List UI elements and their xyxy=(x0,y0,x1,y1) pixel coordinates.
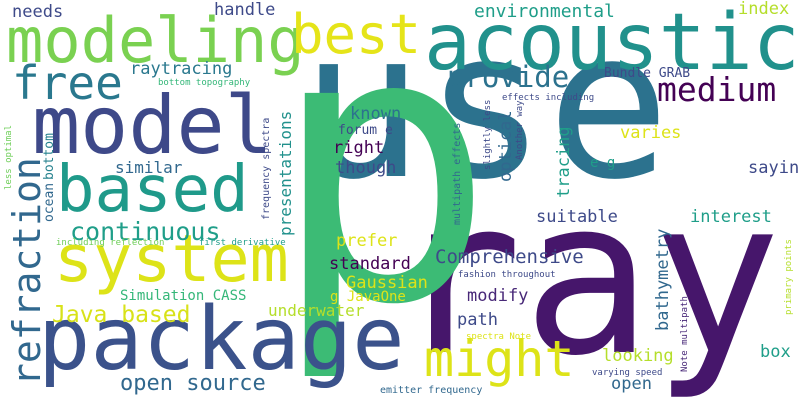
word-package: package xyxy=(38,288,405,390)
word-another-way: Another way xyxy=(515,100,525,160)
word-frequency-spectra: frequency spectra xyxy=(261,117,272,220)
word-suitable: suitable xyxy=(536,207,618,227)
word-including-reflection: including reflection xyxy=(56,238,165,248)
word-ray: ray xyxy=(393,152,782,400)
word-system: system xyxy=(54,222,289,297)
word-g-javaone: g JavaOne xyxy=(330,289,406,305)
word-e-g: e g xyxy=(590,155,616,171)
word-interest: interest xyxy=(690,207,772,227)
word-bottom-topography: bottom topography xyxy=(158,78,251,88)
word-use: use xyxy=(300,0,671,225)
word-emitter-frequency: emitter frequency xyxy=(380,385,483,396)
word-refraction: refraction xyxy=(5,157,49,386)
word-java-based: Java based xyxy=(52,302,191,328)
word-modify: modify xyxy=(467,286,529,306)
word-saying: saying xyxy=(748,158,800,178)
word-prefer: prefer xyxy=(336,231,398,251)
word-best: best xyxy=(291,3,422,66)
word-bathymetry: bathymetry xyxy=(653,228,673,331)
word-needs: needs xyxy=(12,2,64,22)
word-index: index xyxy=(738,0,790,19)
word-spectra-note: spectra Note xyxy=(466,332,532,342)
word-environmental: environmental xyxy=(474,1,615,22)
word-based: based xyxy=(56,153,249,227)
word-comprehensive: Comprehensive xyxy=(435,246,584,268)
word-modeling: modeling xyxy=(6,4,305,77)
word-fashion-throughout: fashion throughout xyxy=(458,270,556,280)
word-bottom: bottom xyxy=(42,133,57,180)
word-varies: varies xyxy=(620,123,682,143)
word-free: free xyxy=(12,56,123,110)
word-handle: handle xyxy=(214,0,276,20)
word-optical: optical xyxy=(496,110,516,182)
word-ocean: ocean xyxy=(42,182,57,222)
word-provide: provide xyxy=(447,60,570,94)
word-underwater: underwater xyxy=(268,301,365,320)
word-less-optimal: less optimal xyxy=(4,124,14,190)
word-model: model xyxy=(32,79,273,172)
word-varying-speed: varying speed xyxy=(592,368,663,378)
word-bundle-grab: Bundle GRAB xyxy=(604,66,691,81)
word-multipath-effects: multipath effects xyxy=(452,122,463,225)
word-similar: similar xyxy=(115,158,183,177)
word-slightly-less: slightly less xyxy=(483,99,493,170)
word-box: box xyxy=(760,342,791,362)
word-note-multipath: Note multipath xyxy=(680,296,690,372)
word-though: though xyxy=(335,158,397,178)
word-open-source: open source xyxy=(120,371,266,396)
word-might: might xyxy=(424,330,575,388)
word-presentations: presentations xyxy=(276,110,295,236)
word-standard: standard xyxy=(329,254,411,274)
word-open: open xyxy=(611,374,652,394)
word-primary-points: primary points xyxy=(784,239,794,315)
word-raytracing: raytracing xyxy=(130,59,233,79)
word-known: known xyxy=(350,104,402,124)
word-p: p xyxy=(270,0,496,387)
word-looking: looking xyxy=(602,346,674,366)
word-path: path xyxy=(457,310,498,330)
word-gaussian: Gaussian xyxy=(346,273,428,293)
word-first-derivative: first derivative xyxy=(199,238,286,248)
word-simulation-cass: Simulation CASS xyxy=(120,288,247,304)
word-right: right xyxy=(333,138,385,158)
word-continuous: continuous xyxy=(70,217,221,246)
word-acoustic: acoustic xyxy=(424,0,800,88)
word-tracing: tracing xyxy=(554,126,574,198)
word-forum-e: forum e xyxy=(338,123,393,138)
word-effects-including: effects including xyxy=(502,93,595,103)
word-medium: medium xyxy=(657,70,777,109)
